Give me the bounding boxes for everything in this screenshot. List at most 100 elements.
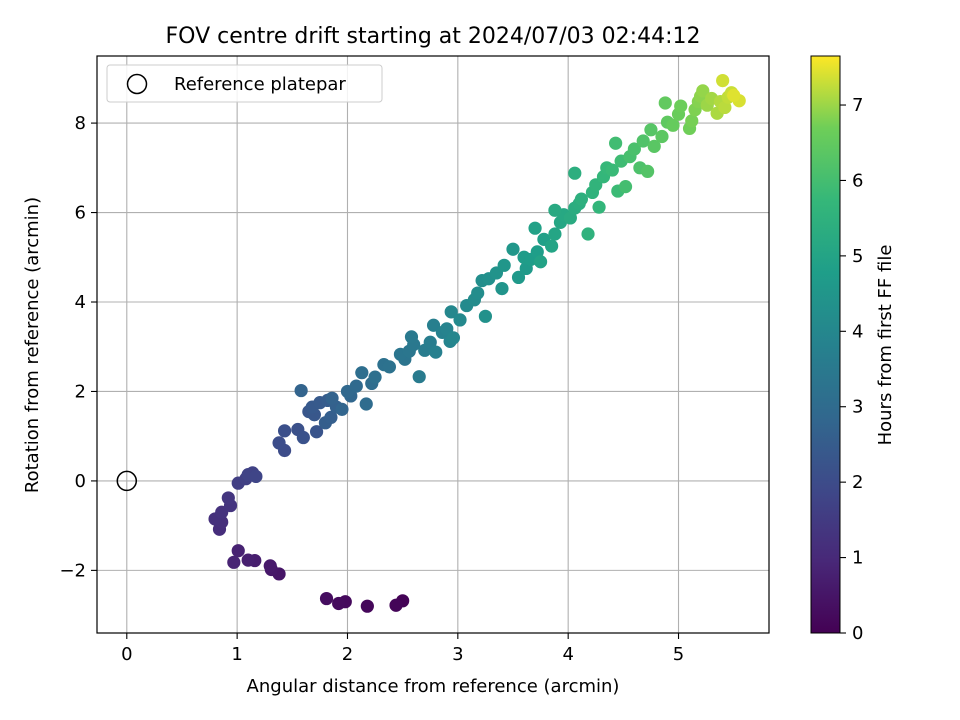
colorbar-label: Hours from first FF file [875, 245, 896, 446]
x-tick-label: 5 [673, 644, 684, 665]
scatter-point [426, 318, 441, 332]
plot-frame [96, 55, 770, 634]
scatter-point [349, 379, 363, 393]
scatter-point [221, 491, 235, 505]
scatter-point [382, 360, 397, 374]
y-tick-label: 6 [75, 203, 86, 224]
scatter-point [277, 424, 292, 438]
scatter-point [453, 313, 467, 327]
legend-marker-open-circle [126, 73, 148, 95]
scatter-point [655, 129, 669, 144]
scatter-point [666, 118, 680, 132]
scatter-point [412, 370, 426, 384]
scatter-point [605, 163, 619, 177]
scatter-point [511, 270, 526, 285]
legend: Reference platepar [106, 64, 383, 103]
scatter-point [497, 258, 511, 272]
scatter-point [574, 192, 589, 206]
scatter-point [627, 142, 641, 156]
x-tick-label: 2 [342, 644, 353, 665]
scatter-point [647, 139, 661, 153]
y-tick-label: 4 [75, 292, 86, 313]
scatter-point [685, 114, 699, 128]
x-tick-label: 0 [121, 644, 132, 665]
scatter-point [249, 469, 263, 484]
y-axis-ticks: −2 0 2 4 6 8 [59, 113, 97, 581]
scatter-point [592, 200, 606, 214]
colorbar-ticks: 0 1 2 3 4 5 6 7 [840, 95, 863, 644]
x-axis-label: Angular distance from reference (arcmin) [247, 676, 620, 697]
colorbar-tick-label: 5 [852, 246, 863, 267]
scatter-point [359, 397, 373, 411]
colorbar-tick-label: 4 [852, 321, 863, 342]
x-tick-label: 1 [231, 644, 242, 665]
scatter-point [272, 436, 286, 450]
colorbar-tick-label: 1 [852, 548, 863, 569]
scatter-point [618, 180, 633, 194]
scatter-point [404, 330, 419, 344]
colorbar-tick-label: 3 [852, 397, 863, 418]
scatter-point [636, 134, 650, 148]
colorbar-tick-label: 6 [852, 170, 863, 191]
x-axis-ticks: 0 1 2 3 4 5 [121, 633, 684, 665]
scatter-point [495, 281, 509, 296]
scatter-point [446, 331, 461, 345]
scatter-point [568, 166, 582, 180]
y-tick-label: 8 [75, 113, 86, 134]
chart-title: FOV centre drift starting at 2024/07/03 … [166, 24, 701, 49]
colorbar-tick-label: 0 [852, 623, 863, 644]
scatter-point [545, 239, 559, 253]
x-tick-label: 3 [452, 644, 463, 665]
legend-box [106, 64, 383, 103]
grid-lines [97, 56, 769, 633]
scatter-point [718, 100, 732, 115]
colorbar-tick-label: 2 [852, 472, 863, 493]
scatter-point [429, 345, 443, 359]
scatter-point [309, 425, 324, 439]
scatter-point [528, 221, 542, 235]
scatter-point [319, 591, 334, 606]
scatter-point [696, 84, 710, 98]
colorbar-tick-label: 7 [852, 95, 863, 116]
scatter-point [368, 370, 382, 384]
scatter-point [478, 309, 493, 323]
scatter-point [609, 136, 623, 150]
scatter-point [674, 99, 688, 113]
scatter-point [423, 335, 437, 349]
scatter-point [241, 553, 255, 567]
scatter-point [360, 599, 374, 613]
scatter-point [644, 123, 658, 137]
scatter-point [548, 227, 562, 241]
legend-label-reference-platepar: Reference platepar [174, 74, 346, 95]
scatter-points [208, 74, 746, 613]
scatter-point [444, 305, 458, 319]
scatter-point [332, 596, 346, 611]
scatter-point [335, 402, 349, 416]
scatter-point [324, 410, 338, 425]
y-axis-label: Rotation from reference (arcmin) [22, 197, 43, 493]
scatter-point [325, 391, 339, 405]
colorbar [810, 55, 841, 634]
scatter-point [641, 164, 655, 178]
scatter-point [727, 88, 741, 102]
scatter-point [533, 255, 548, 269]
scatter-point [294, 383, 308, 398]
scatter-point [471, 286, 485, 300]
scatter-point [548, 203, 562, 217]
scatter-point [716, 74, 730, 88]
scatter-point [355, 366, 369, 380]
scatter-point [296, 430, 310, 445]
y-tick-label: 0 [75, 471, 86, 492]
reference-platepar-marker [116, 470, 138, 492]
scatter-point [658, 96, 672, 110]
scatter-point [227, 555, 241, 569]
scatter-point [389, 598, 403, 612]
y-tick-label: −2 [59, 560, 86, 581]
x-tick-label: 4 [562, 644, 573, 665]
scatter-point [263, 559, 277, 573]
scatter-point [581, 227, 595, 241]
scatter-point [231, 544, 245, 558]
scatter-point [506, 242, 520, 256]
